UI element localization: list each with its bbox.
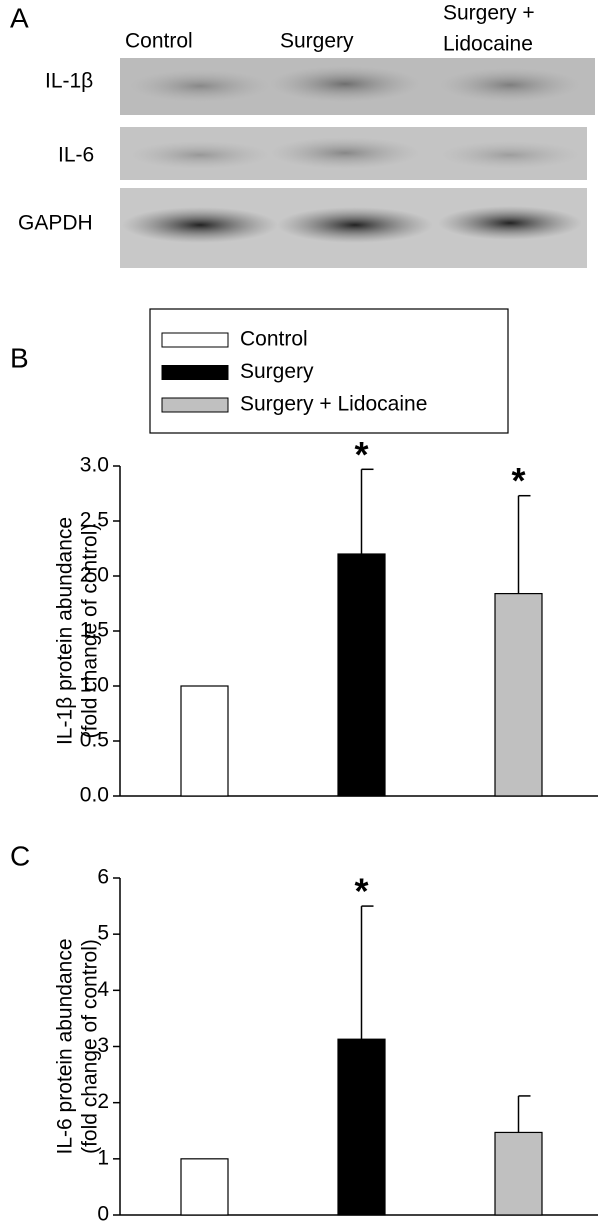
significance-label: * [354, 434, 368, 475]
y-tick-label: 2.5 [80, 509, 109, 532]
panel-label: B [10, 342, 29, 373]
legend-swatch [161, 332, 229, 348]
y-tick-label: 0.5 [80, 729, 109, 752]
panel-label: C [10, 840, 30, 871]
significance-label: * [354, 871, 368, 912]
panel-label: A [10, 2, 29, 33]
y-tick-label: 6 [97, 866, 109, 889]
bar [337, 1038, 386, 1216]
legend-swatch [161, 397, 229, 413]
lane-label: Control [125, 30, 193, 53]
y-tick-label: 1 [97, 1146, 109, 1169]
legend-label: Surgery [240, 360, 314, 383]
lane-label: Surgery + [443, 2, 535, 25]
y-tick-label: 4 [97, 978, 109, 1001]
lane-label: Surgery [280, 30, 354, 53]
row-label: IL-6 [58, 144, 94, 167]
y-tick-label: 0.0 [80, 784, 109, 807]
bar [337, 553, 386, 797]
lane-label: Lidocaine [443, 33, 533, 56]
legend-label: Surgery + Lidocaine [240, 393, 427, 416]
y-axis-label: IL-1β protein abundance [54, 517, 77, 745]
blot-strips [120, 58, 595, 268]
y-tick-label: 3 [97, 1034, 109, 1057]
bar [494, 592, 543, 797]
row-label: IL-1β [45, 70, 93, 93]
bar [180, 1158, 229, 1216]
y-tick-label: 1.5 [80, 619, 109, 642]
y-axis-label: (fold change of control) [79, 939, 102, 1154]
significance-label: * [511, 460, 525, 501]
y-tick-label: 3.0 [80, 454, 109, 477]
y-tick-label: 2.0 [80, 564, 109, 587]
bar [180, 685, 229, 797]
legend-swatch [161, 365, 229, 380]
y-tick-label: 0 [97, 1203, 109, 1223]
legend-label: Control [240, 328, 308, 351]
y-tick-label: 5 [97, 922, 109, 945]
row-label: GAPDH [18, 212, 93, 235]
bar [494, 1131, 543, 1216]
y-tick-label: 2 [97, 1090, 109, 1113]
y-axis-label: (fold change of control) [79, 524, 102, 739]
y-tick-label: 1.0 [80, 674, 109, 697]
y-axis-label: IL-6 protein abundance [54, 939, 77, 1155]
